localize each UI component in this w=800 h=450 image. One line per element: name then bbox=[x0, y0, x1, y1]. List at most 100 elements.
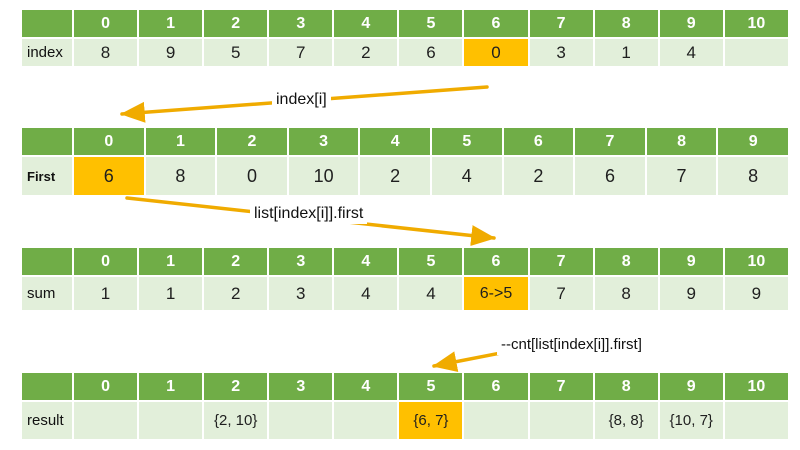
value-cell: {10, 7} bbox=[657, 400, 725, 441]
annotation-cnt-decrement: --cnt[list[index[i]].first] bbox=[497, 335, 646, 355]
column-header-4: 4 bbox=[332, 8, 400, 39]
column-header-7: 7 bbox=[573, 126, 647, 157]
column-header-0: 0 bbox=[72, 126, 146, 157]
first-array: 0 1 2 3 4 5 6 7 8 9 First 6 8 0 10 2 4 2 6 7 8 bbox=[20, 126, 790, 197]
column-header-10: 10 bbox=[722, 246, 791, 277]
highlighted-value-cell: 6->5 bbox=[462, 275, 530, 312]
value-cell: 0 bbox=[215, 155, 289, 197]
column-header-8: 8 bbox=[592, 8, 660, 39]
value-cell: 1 bbox=[137, 275, 205, 312]
result-table: 0 1 2 3 4 5 6 7 8 9 10 result {2, 10} {6, 7} {8, 8} {10… bbox=[20, 371, 791, 441]
row-label: result bbox=[20, 400, 74, 441]
column-header-10: 10 bbox=[722, 8, 791, 39]
value-cell: 2 bbox=[202, 275, 270, 312]
value-cell bbox=[722, 400, 791, 441]
column-header-5: 5 bbox=[429, 126, 504, 157]
value-cell: 4 bbox=[397, 275, 465, 312]
value-cell: 8 bbox=[592, 275, 660, 312]
value-cell: 5 bbox=[202, 37, 270, 68]
value-cell: 8 bbox=[71, 37, 140, 68]
column-header-3: 3 bbox=[267, 8, 335, 39]
value-cell: 1 bbox=[71, 275, 140, 312]
column-header-5: 5 bbox=[397, 371, 465, 402]
column-header-4: 4 bbox=[332, 371, 400, 402]
label-header-cell bbox=[20, 126, 74, 157]
column-header-3: 3 bbox=[286, 126, 361, 157]
column-header-2: 2 bbox=[202, 371, 270, 402]
value-cell: 2 bbox=[501, 155, 576, 197]
column-header-9: 9 bbox=[657, 371, 725, 402]
column-header-6: 6 bbox=[501, 126, 576, 157]
value-cell: 9 bbox=[722, 275, 791, 312]
column-header-0: 0 bbox=[71, 371, 140, 402]
value-cell bbox=[332, 400, 400, 441]
value-cell: 2 bbox=[332, 37, 400, 68]
column-header-2: 2 bbox=[215, 126, 289, 157]
column-header-1: 1 bbox=[137, 8, 205, 39]
value-cell: 3 bbox=[267, 275, 335, 312]
annotation-list-first: list[index[i]].first bbox=[250, 204, 368, 224]
row-label: index bbox=[20, 37, 74, 68]
value-cell bbox=[462, 400, 530, 441]
column-header-4: 4 bbox=[358, 126, 432, 157]
value-cell: 4 bbox=[332, 275, 400, 312]
value-cell: 4 bbox=[657, 37, 725, 68]
value-cell: 9 bbox=[137, 37, 205, 68]
highlighted-value-cell: 0 bbox=[462, 37, 530, 68]
column-header-0: 0 bbox=[71, 8, 140, 39]
column-header-7: 7 bbox=[527, 8, 595, 39]
label-header-cell bbox=[20, 8, 74, 39]
column-header-3: 3 bbox=[267, 246, 335, 277]
value-cell: 8 bbox=[716, 155, 790, 197]
label-header-cell bbox=[20, 246, 74, 277]
row-label: sum bbox=[20, 275, 74, 312]
column-header-2: 2 bbox=[202, 246, 270, 277]
value-cell bbox=[267, 400, 335, 441]
value-cell bbox=[722, 37, 791, 68]
column-header-9: 9 bbox=[657, 8, 725, 39]
index-array: 0 1 2 3 4 5 6 7 8 9 10 index 8 9 5 7 2 6 0 3 1 4 bbox=[20, 8, 791, 68]
sum-table: 0 1 2 3 4 5 6 7 8 9 10 sum 1 1 2 3 4 4 6->5 7 8 9 9 bbox=[20, 246, 791, 312]
column-header-4: 4 bbox=[332, 246, 400, 277]
column-header-8: 8 bbox=[644, 126, 719, 157]
value-cell bbox=[527, 400, 595, 441]
value-cell: 4 bbox=[429, 155, 504, 197]
column-header-6: 6 bbox=[462, 246, 530, 277]
value-cell: 7 bbox=[644, 155, 719, 197]
column-header-7: 7 bbox=[527, 371, 595, 402]
column-header-1: 1 bbox=[143, 126, 218, 157]
highlighted-value-cell: 6 bbox=[72, 155, 146, 197]
column-header-2: 2 bbox=[202, 8, 270, 39]
index-table: 0 1 2 3 4 5 6 7 8 9 10 index 8 9 5 7 2 6 0 3 1 4 bbox=[20, 8, 791, 68]
column-header-0: 0 bbox=[71, 246, 140, 277]
column-header-5: 5 bbox=[397, 8, 465, 39]
column-header-9: 9 bbox=[657, 246, 725, 277]
column-header-10: 10 bbox=[722, 371, 791, 402]
column-header-8: 8 bbox=[592, 371, 660, 402]
value-cell: 6 bbox=[397, 37, 465, 68]
column-header-5: 5 bbox=[397, 246, 465, 277]
column-header-6: 6 bbox=[462, 8, 530, 39]
first-table: 0 1 2 3 4 5 6 7 8 9 First 6 8 0 10 2 4 2 6 7 8 bbox=[20, 126, 790, 197]
label-header-cell bbox=[20, 371, 74, 402]
annotation-index-i: index[i] bbox=[272, 90, 331, 110]
highlighted-value-cell: {6, 7} bbox=[397, 400, 465, 441]
value-cell: 1 bbox=[592, 37, 660, 68]
result-array: 0 1 2 3 4 5 6 7 8 9 10 result {2, 10} {6, 7} {8, 8} {10… bbox=[20, 371, 791, 441]
value-cell: 6 bbox=[573, 155, 647, 197]
column-header-1: 1 bbox=[137, 371, 205, 402]
value-cell bbox=[71, 400, 140, 441]
value-cell: 7 bbox=[527, 275, 595, 312]
column-header-3: 3 bbox=[267, 371, 335, 402]
value-cell: 3 bbox=[527, 37, 595, 68]
value-cell: {8, 8} bbox=[592, 400, 660, 441]
value-cell: 8 bbox=[143, 155, 218, 197]
row-label: First bbox=[20, 155, 74, 197]
sum-array: 0 1 2 3 4 5 6 7 8 9 10 sum 1 1 2 3 4 4 6->5 7 8 9 9 bbox=[20, 246, 791, 312]
column-header-1: 1 bbox=[137, 246, 205, 277]
value-cell: 10 bbox=[286, 155, 361, 197]
value-cell: 2 bbox=[358, 155, 432, 197]
column-header-7: 7 bbox=[527, 246, 595, 277]
value-cell: 7 bbox=[267, 37, 335, 68]
column-header-8: 8 bbox=[592, 246, 660, 277]
